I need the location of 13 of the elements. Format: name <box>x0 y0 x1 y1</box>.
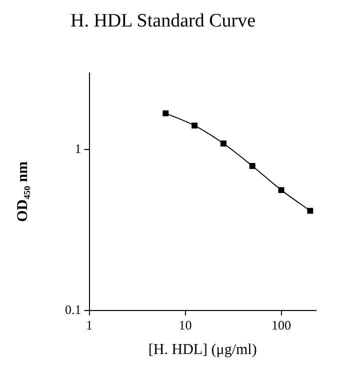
point <box>192 122 198 129</box>
x-tick-label: 1 <box>86 318 92 333</box>
x-tick-label: 100 <box>272 318 292 333</box>
y-axis-title: OD₄₅₀ nm <box>14 160 31 222</box>
point <box>278 187 284 194</box>
point <box>162 110 169 116</box>
point <box>249 163 256 169</box>
y-tick-label: 0.1 <box>65 302 82 317</box>
point <box>307 208 314 214</box>
point <box>220 140 226 146</box>
x-tick-label: 10 <box>178 318 192 333</box>
x-axis-title: [H. HDL] (μg/ml) <box>148 342 257 358</box>
chart-title: H. HDL Standard Curve <box>70 10 256 32</box>
